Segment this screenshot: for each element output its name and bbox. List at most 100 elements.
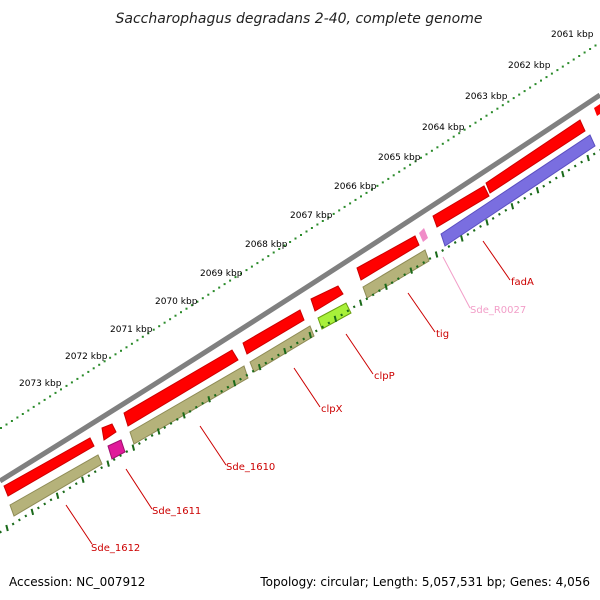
- map-title: Saccharophagus degradans 2-40, complete …: [116, 11, 483, 27]
- gene-label-sde-1610[interactable]: Sde_1610: [226, 462, 275, 473]
- leader-sde-1611: [125, 468, 153, 510]
- scale-dot: [0, 427, 2, 429]
- scale-dot: [534, 83, 537, 86]
- scale-dot: [92, 367, 95, 370]
- scale-dot: [32, 405, 35, 408]
- gc-tick: [37, 506, 40, 510]
- gene-1612-rev[interactable]: [9, 454, 103, 517]
- gene-1611-rev[interactable]: [107, 439, 126, 460]
- gc-tick: [119, 454, 122, 458]
- label-leaders: [65, 240, 511, 545]
- scale-dot: [594, 44, 597, 47]
- scale-dot: [474, 121, 477, 124]
- kbp-label-2072: 2072 kbp: [65, 352, 108, 362]
- gene-label-clpp[interactable]: clpP: [374, 371, 395, 382]
- gc-tick: [529, 192, 533, 196]
- gene-1610-rev[interactable]: [129, 365, 249, 445]
- scale-dot: [103, 360, 106, 363]
- scale-dot: [141, 335, 144, 338]
- gc-tick: [447, 245, 451, 248]
- gc-tick: [0, 530, 2, 534]
- kbp-label-2064: 2064 kbp: [422, 123, 465, 133]
- scale-dot: [327, 216, 330, 219]
- gene-label-tig[interactable]: tig: [436, 329, 449, 340]
- scale-dot: [223, 283, 226, 286]
- scale-dot: [316, 223, 319, 226]
- scale-dot: [365, 191, 368, 194]
- gene-label-sde-1612[interactable]: Sde_1612: [91, 543, 140, 554]
- scale-dot: [76, 377, 79, 380]
- gc-tick: [523, 196, 527, 200]
- gc-tick: [207, 396, 211, 403]
- gene-label-fada[interactable]: fadA: [511, 277, 534, 288]
- scale-labels: 2061 kbp 2062 kbp 2063 kbp 2064 kbp 2065…: [19, 30, 594, 389]
- topology-text: Topology: circular; Length: 5,057,531 bp…: [259, 575, 590, 589]
- gc-tick: [415, 265, 419, 269]
- leader-fada: [482, 240, 511, 281]
- gc-tick: [239, 377, 242, 381]
- gc-tick: [453, 241, 457, 244]
- gc-tick: [340, 313, 343, 317]
- gc-tick: [554, 176, 558, 180]
- gene-clpx-rev[interactable]: [249, 325, 315, 373]
- gc-tick: [352, 305, 356, 309]
- gc-tick: [30, 508, 35, 516]
- gc-tick: [163, 426, 167, 429]
- gene-cds-a-fwd[interactable]: [432, 185, 490, 228]
- scale-dot: [87, 370, 90, 373]
- gc-tick: [11, 522, 15, 526]
- gene-cds-clpp-fwd[interactable]: [310, 285, 344, 312]
- gene-label-clpx[interactable]: clpX: [321, 404, 343, 415]
- scale-dot: [174, 314, 177, 317]
- gene-label-sde-r0027[interactable]: Sde_R0027: [470, 305, 526, 316]
- gene-cds-fada-fwd[interactable]: [485, 119, 586, 194]
- gene-cds-small-fwd[interactable]: [101, 423, 117, 441]
- gene-cds-1612-fwd[interactable]: [3, 437, 95, 497]
- gc-tick: [87, 474, 91, 478]
- scale-dot: [283, 244, 286, 247]
- gene-tig-rev[interactable]: [362, 249, 430, 299]
- scale-dot: [81, 374, 84, 377]
- scale-dot: [583, 51, 586, 54]
- scale-dot: [300, 234, 302, 236]
- kbp-label-2070: 2070 kbp: [155, 297, 198, 307]
- gc-tick: [580, 160, 583, 164]
- kbp-label-2068: 2068 kbp: [245, 240, 288, 250]
- gene-label-sde-1611[interactable]: Sde_1611: [152, 506, 201, 517]
- scale-dot: [403, 167, 406, 170]
- gene-fada-rev[interactable]: [440, 134, 596, 247]
- backbone-ring: [0, 92, 600, 484]
- scale-dot: [354, 198, 357, 201]
- gene-cds-tig-fwd[interactable]: [356, 235, 420, 281]
- gc-tick: [359, 299, 363, 307]
- gc-tick: [93, 470, 97, 474]
- gc-tick: [131, 444, 136, 451]
- scale-dot: [550, 72, 553, 75]
- scale-dot: [578, 55, 581, 57]
- scale-dot: [114, 353, 117, 356]
- gc-tick: [365, 297, 369, 301]
- scale-dot: [10, 420, 13, 422]
- gc-tick: [182, 412, 186, 419]
- scale-dot: [469, 125, 472, 128]
- gene-cds-clpx-fwd[interactable]: [242, 309, 305, 355]
- gc-tick: [220, 389, 223, 393]
- scale-dot: [436, 146, 439, 149]
- scale-dot: [21, 413, 24, 415]
- scale-dot: [125, 346, 128, 349]
- scale-dot: [261, 258, 264, 261]
- scale-dot: [136, 339, 139, 342]
- scale-dot: [414, 160, 417, 163]
- gc-tick: [586, 154, 590, 162]
- scale-dot: [218, 286, 221, 289]
- gene-cds-edge-fwd[interactable]: [594, 104, 600, 116]
- gc-tick: [49, 498, 53, 502]
- gc-tick: [100, 466, 103, 470]
- scale-dot: [496, 107, 499, 110]
- gc-tick: [542, 184, 546, 188]
- scale-dot: [441, 142, 444, 145]
- gene-trna-r0027[interactable]: [419, 228, 428, 242]
- scale-dot: [43, 398, 46, 401]
- gene-cds-1610-fwd[interactable]: [123, 349, 239, 427]
